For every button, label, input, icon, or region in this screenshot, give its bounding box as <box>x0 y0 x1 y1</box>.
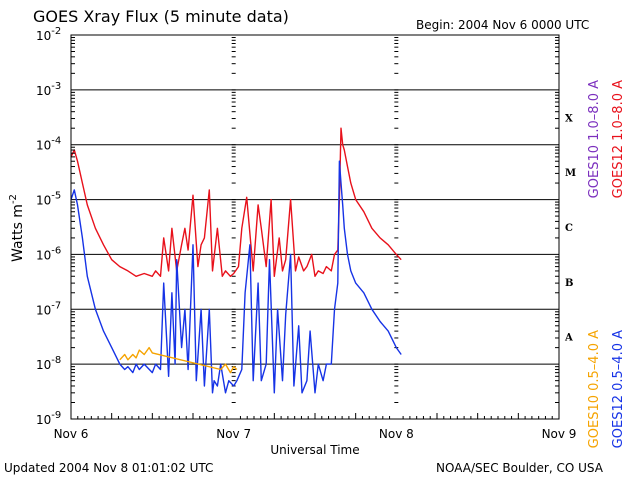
chart-title: GOES Xray Flux (5 minute data) <box>33 7 289 26</box>
legend-entry: GOES12 0.5–4.0 A <box>611 330 626 448</box>
legend-entry: GOES12 1.0–8.0 A <box>611 80 626 198</box>
legend: GOES10 1.0–8.0 A GOES12 1.0–8.0 A GOES10 0… <box>587 80 626 448</box>
x-tick-label: Nov 6 <box>54 427 89 441</box>
y-tick-label: 10-6 <box>36 245 61 262</box>
flare-class-labels: A B C M X <box>564 113 576 343</box>
day-boundary-ticks <box>231 37 399 420</box>
x-tick-label: Nov 9 <box>542 427 577 441</box>
flare-class-label: B <box>565 278 573 289</box>
y-tick-label: 10-5 <box>36 191 61 208</box>
series-line <box>70 160 402 394</box>
flare-class-label: X <box>565 113 573 124</box>
x-tick-label: Nov 7 <box>216 427 251 441</box>
y-tick-label: 10-9 <box>36 410 61 427</box>
updated-timestamp: Updated 2004 Nov 8 01:01:02 UTC <box>4 461 214 475</box>
x-tick-label: Nov 8 <box>379 427 414 441</box>
x-axis-ticks: Nov 6 Nov 7 Nov 8 Nov 9 <box>54 413 577 441</box>
flare-class-label: C <box>565 223 573 234</box>
begin-time: Begin: 2004 Nov 6 0000 UTC <box>416 18 590 32</box>
series-line <box>119 346 238 374</box>
y-tick-label: 10-7 <box>36 300 61 317</box>
grid-lines <box>71 89 559 365</box>
y-tick-label: 10-3 <box>36 81 61 98</box>
legend-entry: GOES10 0.5–4.0 A <box>587 330 602 448</box>
legend-entry: GOES10 1.0–8.0 A <box>587 80 602 198</box>
y-tick-label: 10-2 <box>36 26 61 43</box>
flare-class-label: M <box>565 168 576 179</box>
y-tick-label: 10-4 <box>36 136 61 153</box>
y-axis-label: Watts m-2 <box>8 194 26 262</box>
series-lines <box>70 127 402 394</box>
y-tick-label: 10-8 <box>36 355 61 372</box>
credit-text: NOAA/SEC Boulder, CO USA <box>436 461 603 475</box>
x-axis-label: Universal Time <box>270 443 359 457</box>
plot-frame <box>70 34 560 420</box>
flare-class-label: A <box>564 333 573 344</box>
y-axis-ticks: 10-9 10-8 10-7 10-6 10-5 10-4 10-3 10-2 <box>36 26 559 427</box>
